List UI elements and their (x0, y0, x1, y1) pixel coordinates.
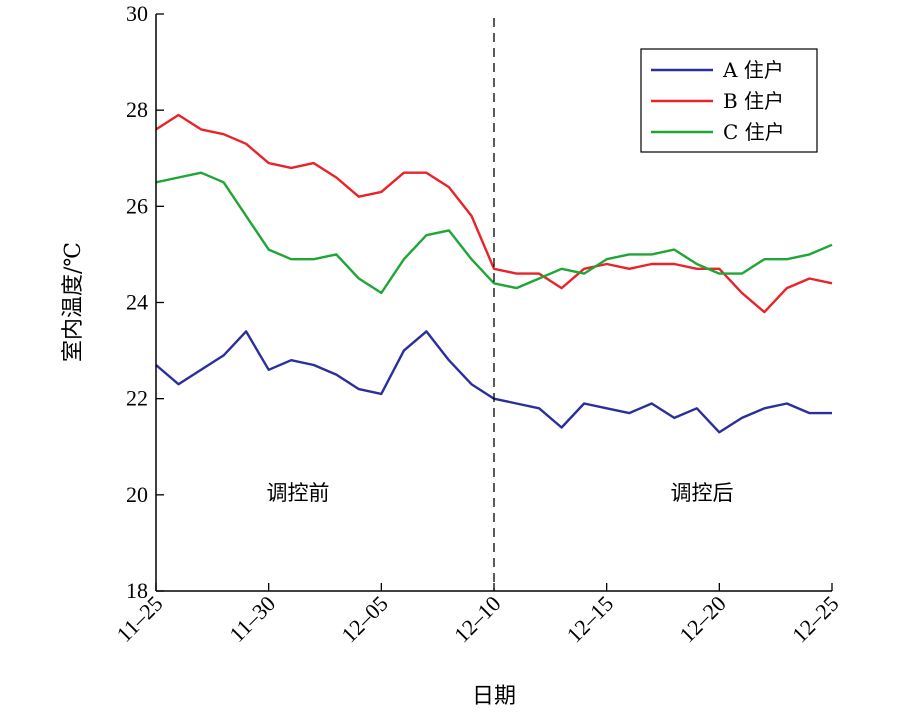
x-tick-label: 12–15 (562, 591, 619, 648)
y-tick-label: 20 (126, 482, 148, 507)
x-tick-label: 12–10 (449, 591, 506, 648)
y-tick-label: 18 (126, 578, 148, 603)
series-line-c (155, 171, 833, 295)
y-axis-title: 室内温度/℃ (61, 242, 86, 362)
x-axis-title: 日期 (472, 684, 516, 709)
legend-label-c: C 住户 (723, 120, 785, 144)
x-tick-label: 12–20 (674, 591, 731, 648)
y-tick-label: 26 (126, 193, 148, 218)
x-tick-label: 11–30 (224, 591, 280, 647)
series-line-b (155, 113, 833, 314)
annotation-after: 调控后 (671, 481, 734, 505)
x-tick-label: 12–05 (336, 591, 393, 648)
y-tick-label: 22 (126, 386, 148, 411)
y-tick-label: 24 (126, 290, 148, 315)
legend-label-a: A 住户 (722, 58, 784, 82)
x-tick-label: 12–25 (787, 591, 844, 648)
legend-label-b: B 住户 (723, 89, 784, 113)
legend: A 住户 B 住户 C 住户 (640, 48, 818, 153)
y-tick-label: 30 (126, 1, 148, 26)
annotation-before: 调控前 (267, 481, 330, 505)
y-tick-label: 28 (126, 97, 148, 122)
